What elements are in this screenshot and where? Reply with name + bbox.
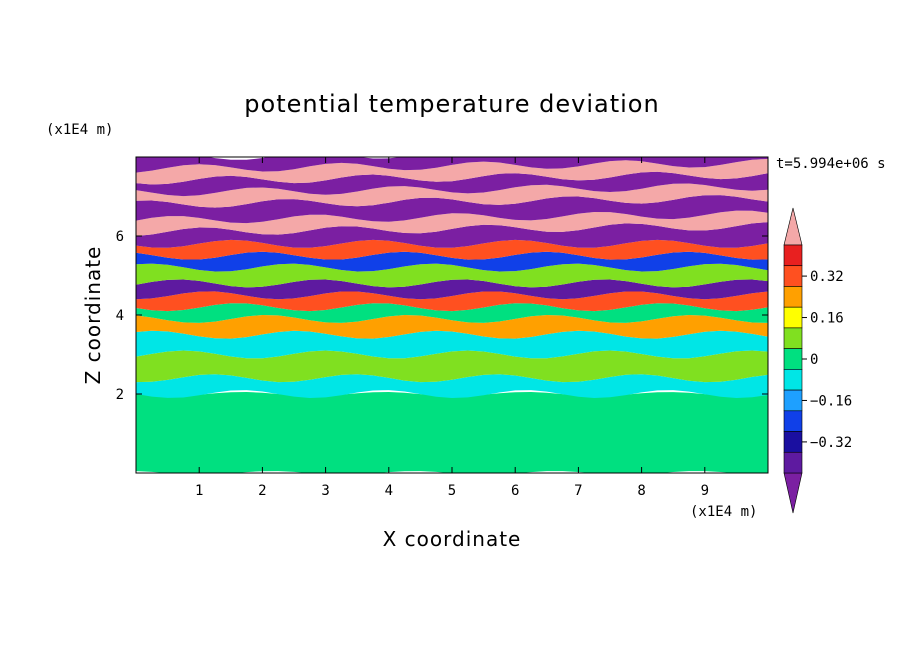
x-axis-label: X coordinate [383, 527, 522, 551]
contour-band [136, 303, 768, 323]
contour-field [136, 157, 768, 473]
colorbar-segment [783, 369, 803, 391]
contour-band [136, 195, 768, 224]
colorbar-segment [783, 286, 803, 308]
colorbar-top-arrow [783, 207, 803, 246]
colorbar-label: 0.16 [810, 311, 844, 327]
colorbar-label: 0.32 [810, 269, 844, 285]
contour-band [136, 374, 768, 398]
x-tick-label: 8 [637, 483, 645, 499]
contour-band [136, 315, 768, 339]
x-tick-label: 5 [448, 483, 456, 499]
y-axis: 2 4 6 [116, 229, 768, 403]
x-tick-label: 9 [701, 483, 709, 499]
x-tick-label: 3 [321, 483, 329, 499]
colorbar-segment [783, 244, 803, 267]
x-axis: 1 2 3 4 5 6 7 8 9 [195, 157, 709, 499]
contour-band [136, 157, 768, 173]
contour-band [136, 171, 768, 197]
y-tick-label: 4 [116, 308, 124, 324]
colorbar-label: −0.16 [810, 393, 852, 409]
x-tick-label: 6 [511, 483, 519, 499]
colorbar: 0.32 0.16 0 −0.16 −0.32 [783, 207, 852, 514]
contour-band [136, 330, 768, 359]
contour-band [136, 222, 768, 248]
colorbar-segment [783, 389, 803, 412]
colorbar-segment [783, 306, 803, 329]
contour-band [136, 158, 768, 185]
y-unit-label: (x1E4 m) [46, 122, 113, 138]
colorbar-bottom-arrow [783, 472, 803, 514]
x-unit-label: (x1E4 m) [690, 504, 757, 520]
contour-band [136, 183, 768, 208]
y-axis-label: Z coordinate [81, 246, 105, 385]
colorbar-label: 0 [810, 352, 818, 368]
contour-band [136, 251, 768, 272]
colorbar-segment [783, 431, 803, 453]
colorbar-segment [783, 348, 803, 370]
contour-band [136, 350, 768, 383]
colorbar-segment [783, 327, 803, 349]
contour-band [136, 291, 768, 312]
colorbar-label: −0.32 [810, 435, 852, 451]
y-tick-label: 6 [116, 229, 124, 245]
colorbar-segment [783, 410, 803, 432]
contour-band [136, 210, 768, 236]
colorbar-segment [783, 265, 803, 287]
chart-title: potential temperature deviation [244, 90, 659, 118]
contour-band [136, 239, 768, 260]
x-tick-label: 2 [258, 483, 266, 499]
contour-band [136, 279, 768, 300]
x-tick-label: 7 [574, 483, 582, 499]
contour-band [136, 263, 768, 288]
colorbar-segment [783, 451, 803, 474]
y-tick-label: 2 [116, 387, 124, 403]
x-tick-label: 1 [195, 483, 203, 499]
contour-band [136, 392, 768, 473]
time-label: t=5.994e+06 s [776, 156, 886, 172]
x-tick-label: 4 [385, 483, 393, 499]
